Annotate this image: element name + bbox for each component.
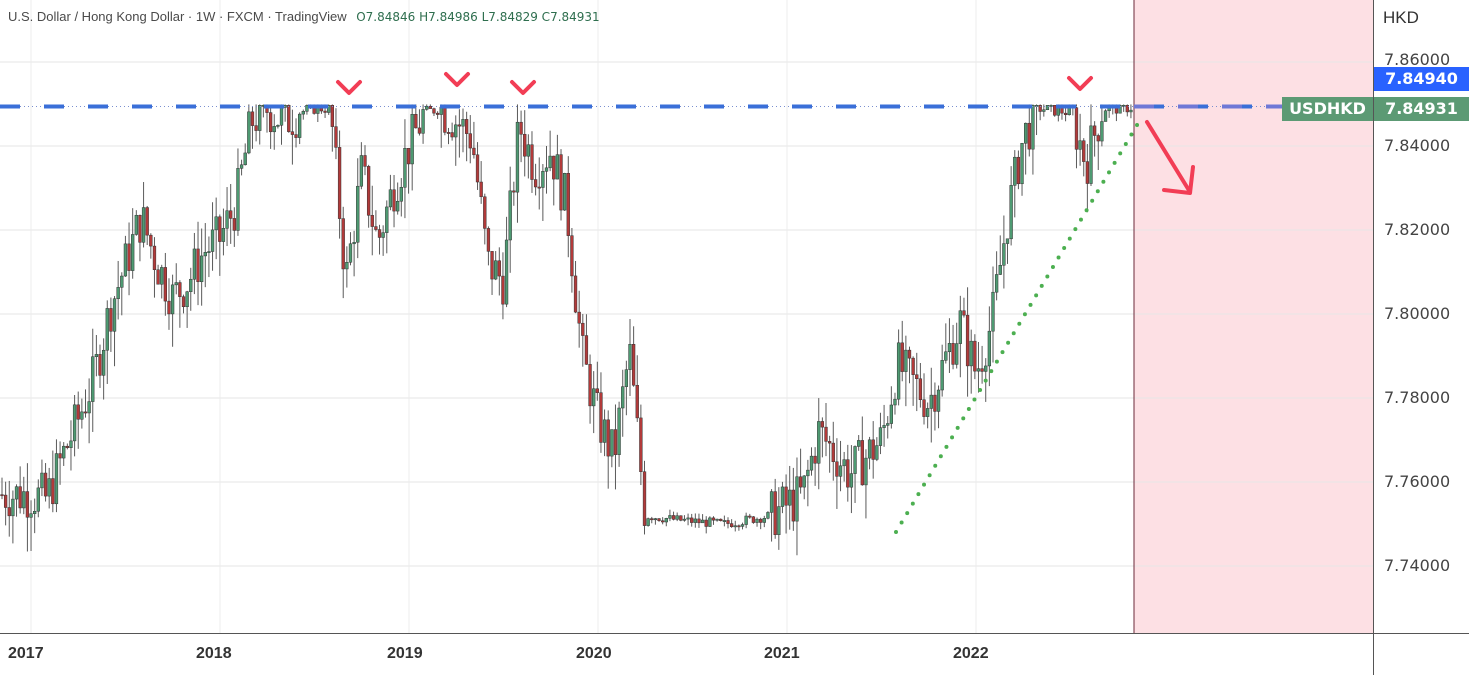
symbol-tag: USDHKD [1282,97,1373,121]
ohlc-values: O7.84846 H7.84986 L7.84829 C7.84931 [356,10,600,24]
price-tick: 7.86000 [1384,50,1451,69]
year-label: 2018 [196,645,232,662]
year-label: 2019 [387,645,423,662]
price-tick: 7.76000 [1384,472,1451,491]
grid-lines [0,0,1373,633]
down-arrow-head-icon [1162,165,1195,195]
candles [0,104,1133,556]
currency-label: HKD [1383,8,1419,27]
drawing-overlays[interactable] [0,72,1373,534]
year-label: 2020 [576,645,612,662]
price-tick: 7.78000 [1384,388,1451,407]
year-label: 2022 [953,645,989,662]
price-tick: 7.80000 [1384,304,1451,323]
rejection-chevron-icon[interactable] [444,72,470,87]
high-price-tag: 7.84940 [1374,67,1469,91]
rejection-chevron-icon[interactable] [510,80,536,95]
down-arrow-icon[interactable] [1145,120,1192,194]
price-tick: 7.74000 [1384,556,1451,575]
price-tick: 7.84000 [1384,136,1451,155]
forecast-zone [1134,0,1373,633]
chart-title: U.S. Dollar / Hong Kong Dollar · 1W · FX… [8,9,600,24]
year-label: 2017 [8,645,44,662]
year-label: 2021 [764,645,800,662]
rejection-chevron-icon[interactable] [336,80,362,95]
last-price-tag: 7.84931 [1374,97,1469,121]
price-tick: 7.82000 [1384,220,1451,239]
rejection-chevron-icon[interactable] [1067,76,1093,91]
symbol-description: U.S. Dollar / Hong Kong Dollar · 1W · FX… [8,9,347,24]
